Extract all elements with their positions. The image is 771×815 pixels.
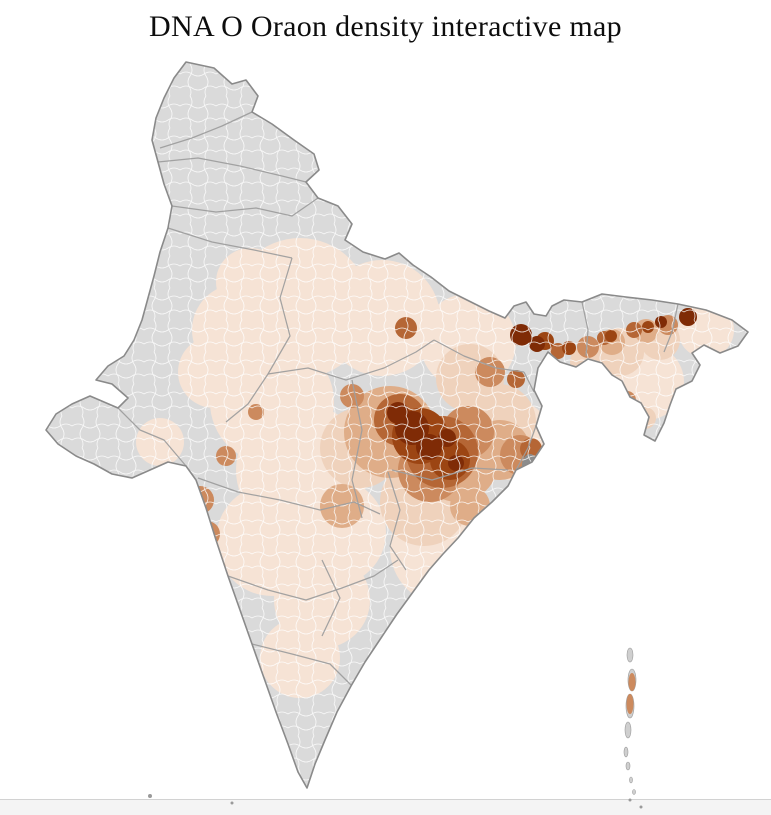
state-border-odisha-west xyxy=(387,471,407,571)
map-speck xyxy=(639,805,643,809)
state-border-chhattisgarh-west xyxy=(351,379,363,519)
page-title: DNA O Oraon density interactive map xyxy=(149,10,622,43)
state-border-telangana-ap xyxy=(321,559,341,637)
map-speck xyxy=(628,798,632,802)
island[interactable] xyxy=(629,776,633,784)
map-speck xyxy=(148,794,152,798)
state-border-up-south xyxy=(267,339,435,381)
state-border-punjab-rajasthan xyxy=(167,227,293,259)
state-border-assam-west xyxy=(581,301,589,357)
andaman-nicobar-islands[interactable] xyxy=(623,647,637,795)
state-border-himachal xyxy=(171,197,319,217)
map-speck xyxy=(230,801,234,805)
district-region-konkan-strip-5[interactable] xyxy=(220,624,240,644)
state-border-rajasthan-east xyxy=(225,257,293,423)
district-region-andaman-low[interactable] xyxy=(626,694,634,714)
state-border-wb-vertical xyxy=(515,371,537,471)
island[interactable] xyxy=(626,647,634,663)
state-borders-layer xyxy=(117,111,679,687)
state-border-mp-maharashtra xyxy=(197,477,381,515)
state-border-karnataka-ap xyxy=(251,643,353,687)
district-region-andaman-mid[interactable] xyxy=(628,673,636,691)
state-border-gujarat xyxy=(117,407,187,467)
state-border-jammu-south xyxy=(157,157,307,183)
district-region-konkan-strip-4[interactable] xyxy=(211,593,233,615)
state-border-maharashtra-south xyxy=(227,559,399,601)
india-outline xyxy=(45,61,749,789)
island[interactable] xyxy=(632,789,636,795)
state-border-bihar-jharkhand xyxy=(433,339,525,373)
horizontal-scrollbar-track[interactable] xyxy=(0,799,771,815)
small-map-specks xyxy=(148,794,643,809)
state-border-jharkhand-odisha xyxy=(391,467,509,481)
state-border-kashmir xyxy=(159,111,253,149)
island-density-layer xyxy=(626,673,636,714)
state-border-nagaland xyxy=(663,303,679,353)
island[interactable] xyxy=(624,721,632,739)
island[interactable] xyxy=(623,746,629,758)
island[interactable] xyxy=(625,761,631,771)
